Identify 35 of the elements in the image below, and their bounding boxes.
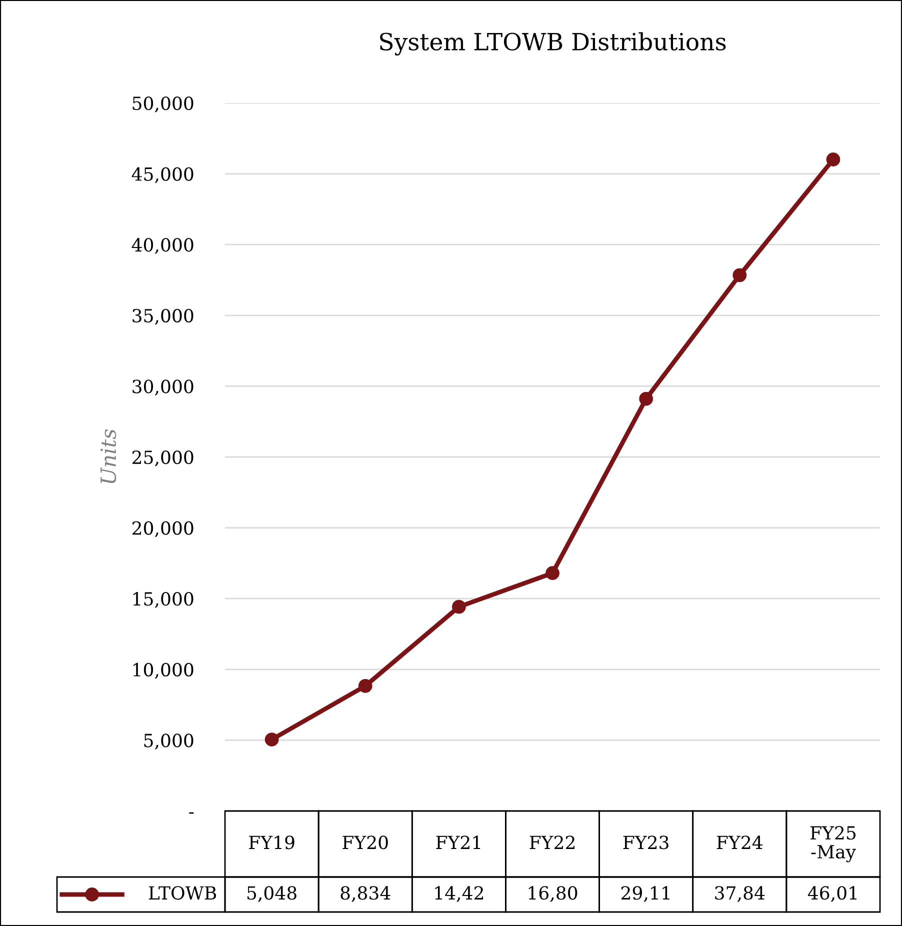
y-tick-label: - <box>189 812 194 814</box>
y-tick-label: 15,000 <box>133 592 194 608</box>
legend-label: LTOWB <box>148 886 216 900</box>
point <box>732 268 747 282</box>
y-tick-label: 35,000 <box>132 308 194 325</box>
text: 5,048 <box>247 886 296 902</box>
point <box>264 732 279 746</box>
text: 8,834 <box>340 886 390 902</box>
y-tick-label: 10,000 <box>133 662 194 679</box>
point <box>358 678 372 693</box>
x-tick-label: FY23 <box>623 836 668 850</box>
y-tick-label: 30,000 <box>132 380 194 396</box>
x-tick-label: FY25 -May <box>810 826 856 862</box>
y-tick-label: 50,000 <box>132 96 194 112</box>
x-tick-label: FY22 <box>530 836 574 849</box>
y-tick-label: 40,000 <box>132 238 194 254</box>
y-axis-title: Units <box>100 429 116 484</box>
point <box>826 152 840 166</box>
point <box>546 566 560 580</box>
text: 46,01 <box>808 886 856 902</box>
y-tick-label: 45,000 <box>132 167 194 184</box>
text: 29,11 <box>621 886 670 902</box>
chart-title: System LTOWB Distributions <box>380 32 726 56</box>
y-tick-label: 20,000 <box>132 521 194 538</box>
x-tick-label: FY21 <box>436 836 480 849</box>
y-tick-label: 25,000 <box>132 450 194 466</box>
x-tick-label: FY19 <box>249 836 294 850</box>
x-tick-label: FY24 <box>716 836 762 849</box>
y-tick-label: 5,000 <box>144 734 194 750</box>
text: 37,84 <box>715 886 765 902</box>
text: 14,42 <box>435 886 483 902</box>
text: 16,80 <box>528 886 578 902</box>
point <box>639 392 654 406</box>
x-tick-label: FY20 <box>342 836 388 850</box>
point <box>452 600 466 614</box>
